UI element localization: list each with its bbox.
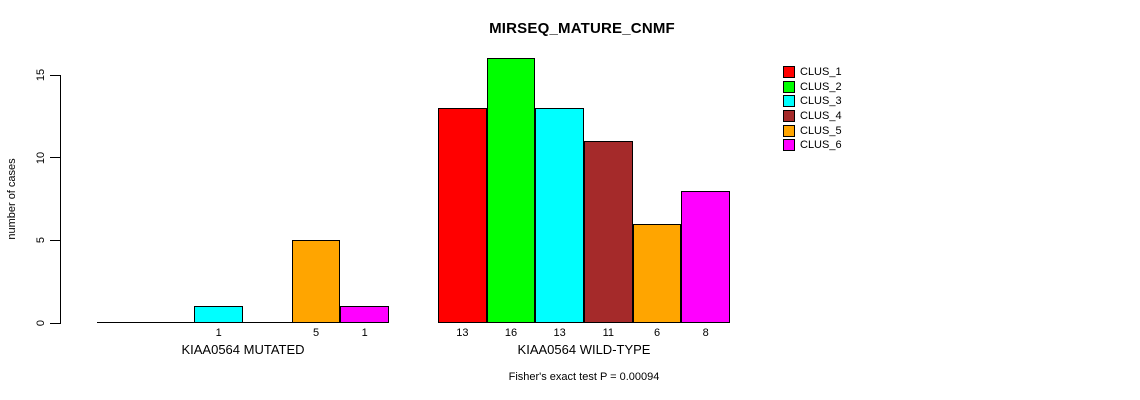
group-baseline-kiaa0564-mutated <box>97 322 390 323</box>
bar-value-label: 6 <box>653 327 661 339</box>
legend-label-clus-4: CLUS_4 <box>800 110 842 123</box>
legend-swatch-clus-2 <box>783 80 795 93</box>
bar-value-label: 13 <box>553 327 566 339</box>
bar-value-label: 1 <box>361 327 368 339</box>
legend-item-clus-1: CLUS_1 <box>783 66 842 78</box>
group-label-kiaa0564-mutated: KIAA0564 MUTATED <box>181 342 305 357</box>
legend-swatch-clus-3 <box>783 95 795 108</box>
bar-clus-6-kiaa0564-wild-type <box>681 190 730 323</box>
y-axis-tick <box>50 74 61 76</box>
bar-value-label: 16 <box>504 327 518 339</box>
bar-clus-4-kiaa0564-wild-type <box>584 141 633 323</box>
chart-title: MIRSEQ_MATURE_CNMF <box>489 20 675 37</box>
legend-swatch-clus-5 <box>783 124 795 137</box>
bar-clus-3-kiaa0564-mutated <box>194 306 243 323</box>
legend: CLUS_1 CLUS_2 CLUS_3 CLUS_4 CLUS_5 CLUS_6 <box>783 66 842 154</box>
bar-clus-5-kiaa0564-mutated <box>291 240 341 323</box>
legend-label-clus-2: CLUS_2 <box>800 80 842 93</box>
y-axis-tick-label: 0 <box>35 319 47 327</box>
legend-item-clus-5: CLUS_5 <box>783 124 842 137</box>
bar-clus-2-kiaa0564-wild-type <box>486 58 536 323</box>
bar-value-label: 5 <box>312 327 320 339</box>
legend-swatch-clus-6 <box>783 139 795 152</box>
bar-clus-1-kiaa0564-wild-type <box>438 108 487 323</box>
bar-value-label: 11 <box>602 327 615 339</box>
legend-item-clus-3: CLUS_3 <box>783 95 842 108</box>
bar-clus-6-kiaa0564-mutated <box>340 306 389 323</box>
y-axis-tick-label: 15 <box>35 68 47 82</box>
y-axis-tick-label: 10 <box>35 151 47 164</box>
bar-value-label: 8 <box>702 327 709 339</box>
legend-swatch-clus-1 <box>783 66 795 78</box>
legend-item-clus-6: CLUS_6 <box>783 139 842 152</box>
y-axis-tick-label: 5 <box>35 237 47 244</box>
bar-clus-5-kiaa0564-wild-type <box>632 223 682 323</box>
bar-value-label: 13 <box>456 327 469 339</box>
fisher-test-annotation: Fisher's exact test P = 0.00094 <box>508 371 660 383</box>
y-axis-label: number of cases <box>6 158 18 240</box>
legend-item-clus-4: CLUS_4 <box>783 110 842 123</box>
legend-label-clus-1: CLUS_1 <box>800 66 842 78</box>
bar-value-label: 1 <box>215 327 222 339</box>
y-axis-tick <box>50 239 61 241</box>
legend-label-clus-5: CLUS_5 <box>800 124 842 137</box>
legend-item-clus-2: CLUS_2 <box>783 80 842 93</box>
y-axis-line <box>60 75 61 324</box>
legend-label-clus-3: CLUS_3 <box>800 95 842 108</box>
y-axis-tick <box>50 322 61 324</box>
group-label-kiaa0564-wild-type: KIAA0564 WILD-TYPE <box>517 342 651 357</box>
legend-swatch-clus-4 <box>783 110 795 123</box>
y-axis-tick <box>50 157 61 159</box>
legend-label-clus-6: CLUS_6 <box>800 139 842 152</box>
bar-clus-3-kiaa0564-wild-type <box>535 108 584 323</box>
